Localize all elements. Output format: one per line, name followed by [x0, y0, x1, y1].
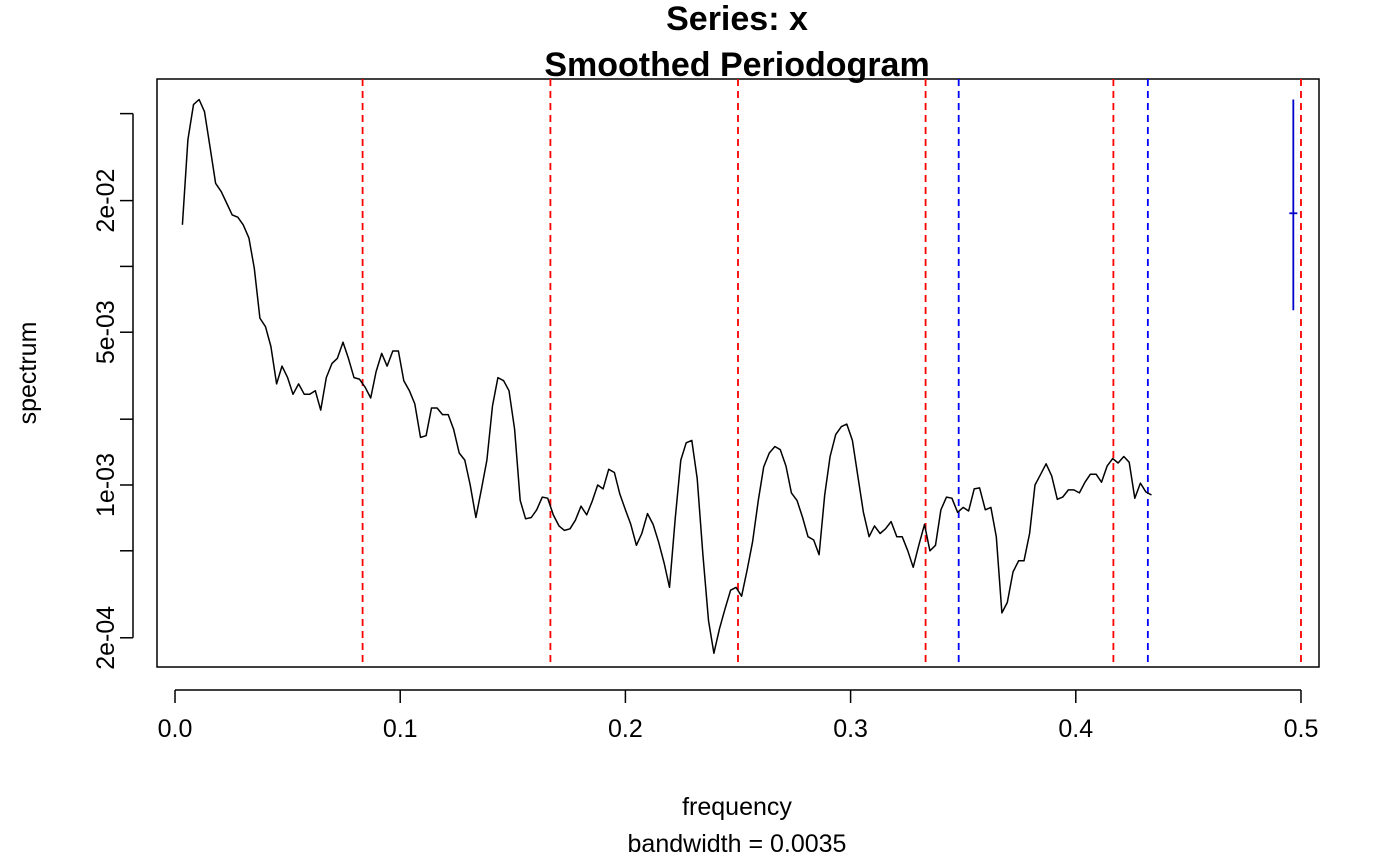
y-tick-label-4: 5e-03 [92, 300, 120, 364]
x-axis-label: frequency [682, 793, 792, 821]
confidence-interval-bar [1289, 99, 1298, 311]
y-tick-label-6: 2e-02 [92, 169, 120, 233]
bandwidth-label: bandwidth = 0.0035 [628, 830, 847, 858]
x-tick-label-4: 0.4 [1058, 715, 1093, 743]
x-axis: 0.0 0.1 0.2 0.3 0.4 0.5 [158, 689, 1319, 743]
reference-lines [361, 79, 1302, 667]
y-tick-label-0: 2e-04 [92, 606, 120, 670]
x-tick-label-2: 0.2 [608, 715, 643, 743]
x-tick-label-0: 0.0 [158, 715, 193, 743]
y-tick-label-2: 1e-03 [92, 453, 120, 517]
chart-title: Series: x [666, 0, 808, 38]
plot-area [156, 78, 1320, 668]
x-tick-label-3: 0.3 [833, 715, 868, 743]
chart-subtitle: Smoothed Periodogram [544, 46, 929, 84]
y-axis-label: spectrum [14, 322, 42, 425]
y-axis: 2e-04 1e-03 5e-03 2e-02 [92, 112, 134, 670]
x-tick-label-1: 0.1 [383, 715, 418, 743]
x-tick-label-5: 0.5 [1284, 715, 1319, 743]
spectrum-line [181, 98, 1152, 654]
